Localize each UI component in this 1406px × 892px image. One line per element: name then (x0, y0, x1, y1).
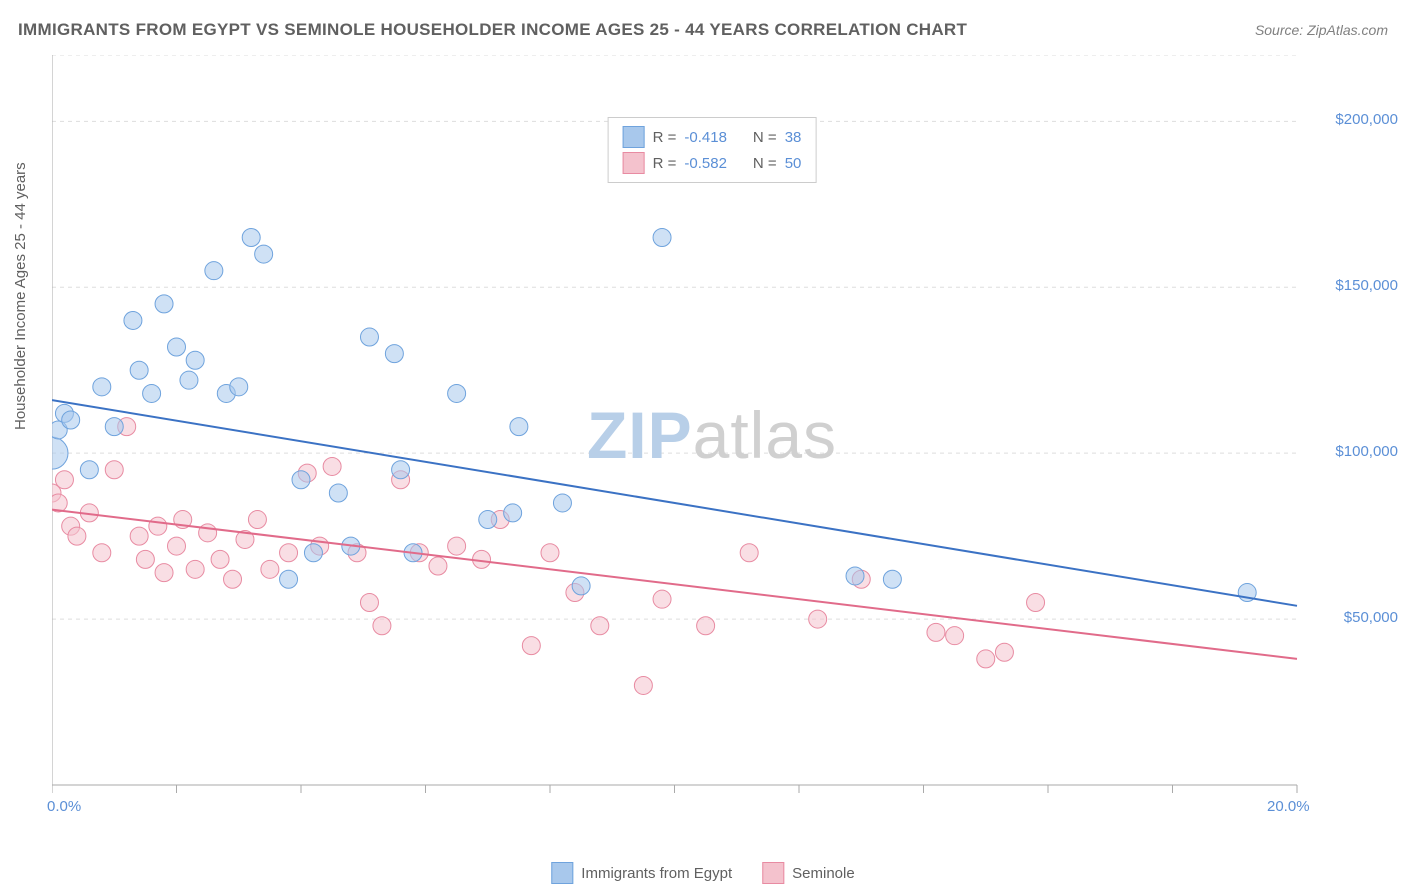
source-label: Source: (1255, 22, 1303, 38)
y-tick-label: $200,000 (1335, 111, 1398, 128)
y-tick-label: $100,000 (1335, 443, 1398, 460)
chart-plot-area: ZIPatlas R = -0.418 N = 38 R = -0.582 N … (52, 55, 1372, 815)
chart-title: IMMIGRANTS FROM EGYPT VS SEMINOLE HOUSEH… (18, 20, 967, 40)
x-start-label: 0.0% (47, 798, 81, 815)
r-label: R = (653, 155, 677, 172)
legend-swatch-pink (623, 152, 645, 174)
series-legend: Immigrants from Egypt Seminole (551, 862, 854, 884)
legend-swatch-blue (551, 862, 573, 884)
chart-header: IMMIGRANTS FROM EGYPT VS SEMINOLE HOUSEH… (18, 20, 1388, 40)
source-name: ZipAtlas.com (1307, 22, 1388, 38)
y-tick-label: $150,000 (1335, 277, 1398, 294)
legend-swatch-blue (623, 126, 645, 148)
chart-source: Source: ZipAtlas.com (1255, 22, 1388, 38)
n-label: N = (753, 129, 777, 146)
correlation-legend-row-0: R = -0.418 N = 38 (623, 124, 802, 150)
chart-container: IMMIGRANTS FROM EGYPT VS SEMINOLE HOUSEH… (0, 0, 1406, 892)
x-end-label: 20.0% (1267, 798, 1310, 815)
n-label: N = (753, 155, 777, 172)
r-value: -0.582 (684, 155, 727, 172)
series-legend-item-1: Seminole (762, 862, 855, 884)
n-value: 38 (785, 129, 802, 146)
correlation-legend: R = -0.418 N = 38 R = -0.582 N = 50 (608, 117, 817, 183)
n-value: 50 (785, 155, 802, 172)
r-value: -0.418 (684, 129, 727, 146)
y-tick-label: $50,000 (1344, 609, 1398, 626)
y-axis-label: Householder Income Ages 25 - 44 years (12, 162, 29, 430)
series-label: Seminole (792, 865, 855, 882)
legend-swatch-pink (762, 862, 784, 884)
series-legend-item-0: Immigrants from Egypt (551, 862, 732, 884)
series-label: Immigrants from Egypt (581, 865, 732, 882)
r-label: R = (653, 129, 677, 146)
correlation-legend-row-1: R = -0.582 N = 50 (623, 150, 802, 176)
